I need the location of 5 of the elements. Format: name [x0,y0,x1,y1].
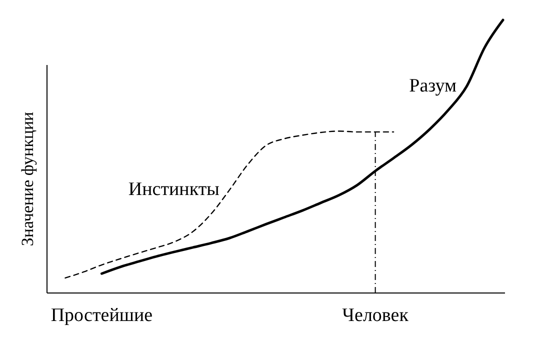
x-tick-label: Простейшие [50,305,153,326]
y-axis-title: Значение функции [18,112,37,246]
series-label: Разум [409,76,457,97]
series-label: Инстинкты [128,179,220,200]
x-tick-label: Человек [342,305,410,326]
